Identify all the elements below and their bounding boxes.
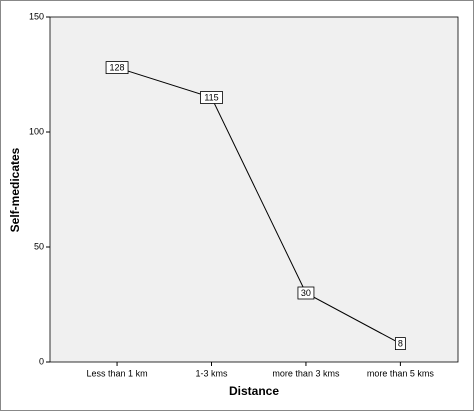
data-label: 30 [301,288,311,298]
y-tick-label: 150 [29,11,44,21]
data-label-box [394,337,406,351]
y-tick-label: 0 [39,356,44,366]
y-tick-label: 100 [29,126,44,136]
data-label: 8 [398,338,403,348]
y-tick-label: 50 [34,241,44,251]
x-tick-label: more than 5 kms [367,368,435,378]
x-tick-label: 1-3 kms [195,368,228,378]
data-label-box [297,286,315,300]
data-label-box [105,61,129,74]
data-label: 128 [110,62,125,72]
x-axis-title: Distance [229,384,279,398]
plot-area [49,16,459,363]
y-axis-title: Self-medicates [8,147,22,232]
line [116,67,401,345]
x-tick-label: Less than 1 km [87,368,148,378]
data-label-box [200,91,223,104]
data-label: 115 [204,92,218,102]
x-tick-label: more than 3 kms [272,368,340,378]
